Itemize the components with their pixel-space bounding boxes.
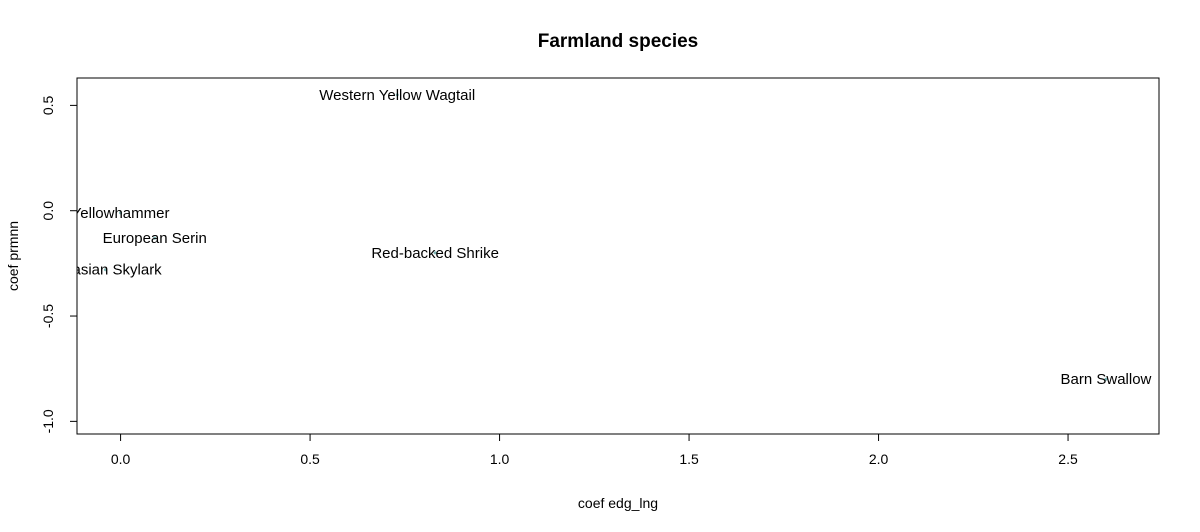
x-tick-label: 2.5 <box>1058 451 1078 467</box>
x-tick-label: 1.0 <box>490 451 510 467</box>
point-label: Yellowhammer <box>72 205 170 222</box>
data-point <box>433 251 437 255</box>
point-label: Red-backed Shrike <box>371 245 499 262</box>
plot-frame <box>76 77 1160 435</box>
x-tick-label: 2.0 <box>869 451 889 467</box>
data-point <box>153 236 157 240</box>
x-axis-label: coef edg_lng <box>578 495 658 511</box>
point-label: Eurasian Skylark <box>49 262 162 279</box>
x-tick-label: 0.0 <box>111 451 131 467</box>
point-label: European Serin <box>103 230 207 247</box>
y-axis-label: coef prmnn <box>5 221 21 291</box>
y-tick-label: -1.0 <box>40 409 56 433</box>
y-tick-label: 0.5 <box>40 95 56 115</box>
chart-title: Farmland species <box>538 31 699 52</box>
data-point <box>119 211 123 215</box>
x-tick-label: 0.5 <box>300 451 320 467</box>
points-layer: Western Yellow Wagtail Yellowhammer Europe… <box>49 87 1152 388</box>
x-tick-label: 1.5 <box>679 451 699 467</box>
x-axis: 0.0 0.5 1.0 1.5 2.0 2.5 <box>111 433 1078 467</box>
y-axis: -1.0 -0.5 0.0 0.5 <box>40 95 78 433</box>
data-point <box>395 93 399 97</box>
point-label: Western Yellow Wagtail <box>319 87 475 104</box>
y-tick-label: -0.5 <box>40 304 56 328</box>
point-label: Barn Swallow <box>1061 371 1152 388</box>
y-tick-label: 0.0 <box>40 201 56 221</box>
data-point <box>1104 377 1108 381</box>
data-point <box>103 268 107 272</box>
